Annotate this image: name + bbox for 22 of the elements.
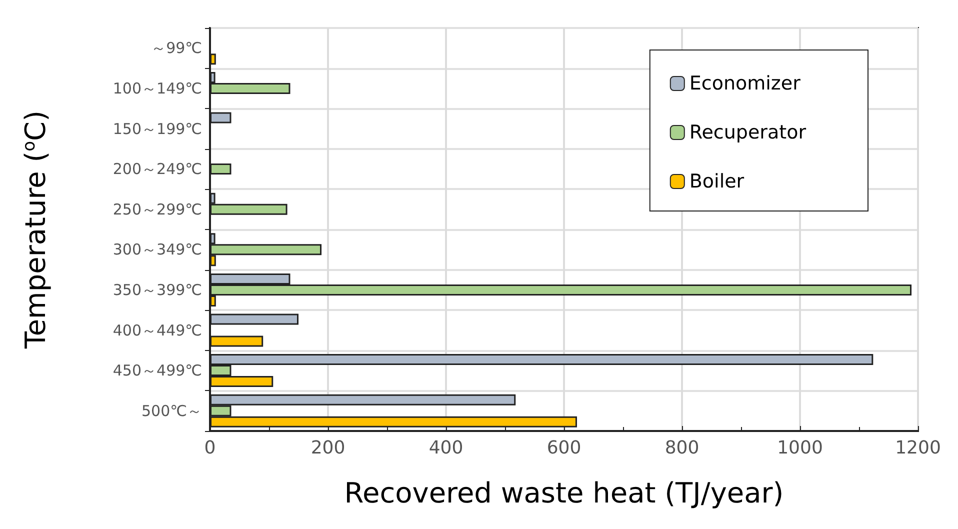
y-tick-label: 150～199℃ xyxy=(112,120,202,138)
y-axis-title: Temperature (oC) xyxy=(19,110,52,350)
y-tick-label: 200～249℃ xyxy=(112,160,202,178)
x-tick-label: 200 xyxy=(310,438,346,458)
x-tick-label: 0 xyxy=(204,438,216,458)
y-tick-label: 500℃～ xyxy=(142,402,202,420)
y-tick-label: 450～499℃ xyxy=(112,362,202,380)
y-tick-label: 350～399℃ xyxy=(112,280,202,299)
legend-label: Economizer xyxy=(689,72,801,94)
legend-label: Boiler xyxy=(689,170,744,192)
y-tick-label: ～99℃ xyxy=(151,39,202,58)
x-tick-label: 400 xyxy=(428,438,464,458)
x-axis-title: Recovered waste heat (TJ/year) xyxy=(344,476,784,510)
y-tick-label: 400～449℃ xyxy=(112,321,202,340)
legend-label: Recuperator xyxy=(689,122,806,144)
y-tick-label: 300～349℃ xyxy=(112,240,202,259)
x-tick-label: 1000 xyxy=(777,438,823,458)
x-tick-label: 1200 xyxy=(895,438,941,458)
x-tick-label: 600 xyxy=(546,438,582,458)
y-tick-label: 100～149℃ xyxy=(112,79,202,98)
y-tick-label: 250～299℃ xyxy=(112,200,202,218)
x-tick-label: 800 xyxy=(664,438,700,458)
